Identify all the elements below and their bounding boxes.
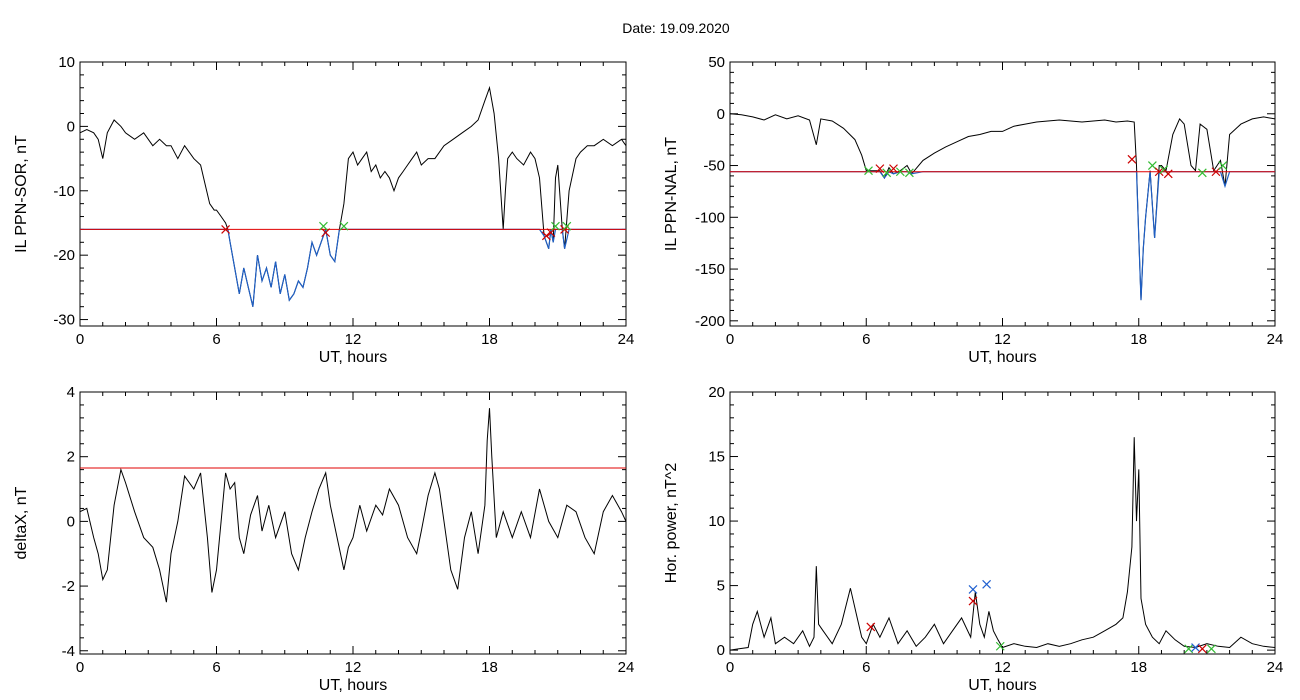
x-tick-label: 6: [862, 659, 870, 676]
event-marker: [968, 596, 978, 606]
y-tick-label: 50: [708, 54, 725, 71]
event-marker: [866, 622, 876, 632]
plot-frame: [79, 391, 627, 655]
plot-frame: [729, 391, 1276, 655]
x-axis-label: UT, hours: [968, 349, 1036, 366]
event-marker: [904, 168, 914, 178]
event-marker: [968, 585, 978, 594]
chart-panel-4: 0 6 12 18 24 0 5 10 15 20 UT, hours Hor. power, nT^…: [663, 384, 1283, 694]
event-marker: [889, 164, 898, 174]
event-marker: [221, 224, 231, 234]
x-tick-label: 6: [212, 659, 220, 676]
y-tick-label: -100: [695, 209, 725, 226]
y-tick-label: 20: [708, 384, 725, 401]
y-tick-label: 10: [58, 54, 75, 71]
series-below-threshold: [730, 170, 1275, 301]
x-tick-label: 18: [481, 331, 498, 348]
event-marker: [1218, 161, 1228, 170]
x-axis-label: UT, hours: [968, 677, 1036, 694]
y-tick-label: -10: [53, 183, 75, 200]
y-tick-label: -2: [62, 578, 75, 595]
event-marker: [864, 166, 873, 176]
event-marker: [1127, 154, 1137, 164]
y-tick-label: 0: [67, 118, 75, 135]
x-tick-label: 0: [76, 659, 84, 676]
x-tick-label: 6: [212, 331, 220, 348]
event-marker: [895, 167, 905, 177]
x-tick-label: 24: [1267, 331, 1284, 348]
event-marker: [551, 221, 560, 231]
x-tick-label: 18: [1130, 331, 1147, 348]
event-marker: [319, 221, 328, 231]
series-line-1: [730, 113, 1275, 301]
y-axis-label: Hor. power, nT^2: [663, 463, 680, 584]
x-axis-label: UT, hours: [319, 349, 387, 366]
x-tick-label: 12: [994, 331, 1011, 348]
y-tick-label: -50: [703, 158, 725, 175]
event-marker: [1206, 644, 1216, 654]
y-tick-label: 2: [67, 449, 75, 466]
event-marker: [546, 228, 556, 238]
x-tick-label: 0: [726, 331, 734, 348]
event-marker: [1154, 167, 1164, 177]
x-tick-label: 12: [994, 659, 1011, 676]
y-tick-label: -20: [53, 247, 75, 264]
plot-frame: [79, 61, 627, 327]
y-axis-label: IL PPN-NAL, nT: [663, 137, 680, 251]
x-tick-label: 12: [345, 331, 362, 348]
chart-panel-2: 0 6 12 18 24 -200 -150 -100 -50 0 50 UT, hours IL PP…: [663, 54, 1283, 366]
y-tick-label: -4: [62, 643, 75, 660]
event-marker: [321, 228, 331, 238]
date-label: Date: 19.09.2020: [622, 20, 730, 36]
y-tick-label: 5: [717, 578, 725, 595]
x-axis-label: UT, hours: [319, 677, 387, 694]
y-tick-label: 4: [67, 384, 75, 401]
y-tick-label: -150: [695, 261, 725, 278]
chart-panel-1: 0 6 12 18 24 -30 -20 -10 0 10 UT, hours IL PPN-SOR,…: [13, 54, 634, 366]
y-tick-label: -200: [695, 313, 725, 330]
series-line-1: [730, 437, 1275, 651]
event-marker: [1191, 643, 1200, 652]
y-tick-label: 0: [717, 106, 725, 123]
event-marker: [995, 641, 1005, 651]
x-tick-label: 12: [345, 659, 362, 676]
event-marker: [339, 221, 349, 231]
y-axis-label: IL PPN-SOR, nT: [13, 135, 30, 253]
event-marker: [1184, 644, 1194, 654]
event-marker: [562, 221, 572, 231]
series-below-threshold: [80, 227, 626, 307]
x-tick-label: 24: [618, 331, 635, 348]
event-marker: [882, 168, 892, 178]
x-tick-label: 18: [1130, 659, 1147, 676]
event-marker: [541, 231, 551, 241]
y-axis-label: deltaX, nT: [13, 486, 30, 559]
x-tick-label: 18: [481, 659, 498, 676]
series-line-1: [80, 408, 626, 603]
event-marker: [1197, 644, 1207, 654]
x-tick-label: 0: [726, 659, 734, 676]
event-marker: [875, 164, 885, 174]
event-marker: [1163, 169, 1173, 179]
x-tick-label: 24: [1267, 659, 1284, 676]
x-tick-label: 24: [618, 659, 635, 676]
x-tick-label: 0: [76, 331, 84, 348]
series-line-1: [80, 85, 626, 307]
y-tick-label: 15: [708, 449, 725, 466]
event-marker: [982, 579, 992, 589]
y-tick-label: 0: [717, 642, 725, 659]
y-tick-label: -30: [53, 312, 75, 329]
x-tick-label: 6: [862, 331, 870, 348]
plot-frame: [729, 61, 1276, 327]
y-tick-label: 10: [708, 513, 725, 530]
y-tick-label: 0: [67, 513, 75, 530]
event-marker: [1197, 168, 1207, 178]
